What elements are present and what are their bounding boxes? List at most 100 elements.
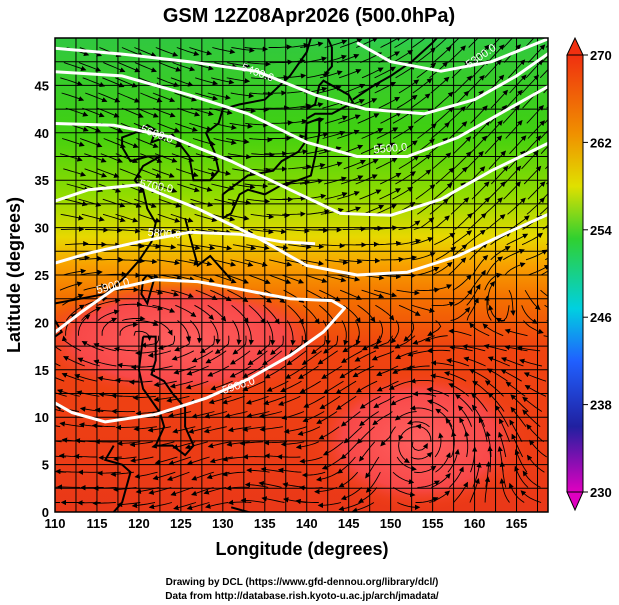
streamline-arrow [93, 485, 117, 491]
streamline-arrow [100, 153, 123, 163]
streamline-arrow [378, 96, 401, 109]
streamline-arrow [62, 293, 84, 306]
streamline-arrow [304, 274, 328, 284]
streamline-arrow [514, 449, 528, 473]
streamline-arrow [318, 146, 342, 155]
streamline-arrow [148, 502, 173, 510]
streamline-arrow [266, 380, 289, 392]
streamline-arrow [258, 411, 283, 419]
streamline-arrow [490, 89, 509, 109]
streamline-arrow [244, 183, 269, 189]
streamline-arrow [153, 228, 177, 235]
streamline-arrow [102, 213, 126, 223]
streamline-arrow [246, 198, 271, 204]
streamline-arrow [434, 232, 456, 246]
streamline-arrow [227, 62, 251, 69]
streamline-arrow [117, 92, 141, 103]
streamline-arrow [396, 289, 420, 296]
streamline-arrow [452, 230, 473, 246]
streamline-arrow [213, 138, 237, 146]
plot-frame [54, 37, 549, 513]
streamline-arrow [189, 47, 213, 56]
streamline-arrow [410, 378, 434, 384]
streamline-arrow [119, 168, 142, 179]
streamline-arrow [435, 452, 451, 473]
streamline-arrow [247, 61, 271, 67]
streamline-arrow [453, 151, 472, 170]
streamline-arrow [511, 433, 524, 458]
streamline-arrow [135, 273, 160, 280]
streamline-arrow [189, 259, 213, 267]
streamline-arrow [280, 441, 305, 447]
streamline-arrow [139, 289, 164, 295]
streamline-arrow [376, 127, 399, 139]
streamline-arrow [227, 198, 252, 206]
streamline-arrow [417, 266, 440, 276]
streamline-arrow [61, 335, 82, 352]
streamline-arrow [78, 198, 102, 207]
y-tick-label: 40 [35, 126, 49, 141]
streamline-arrow [154, 153, 178, 163]
streamline-arrow [55, 468, 79, 475]
streamline-arrow [229, 350, 251, 365]
streamline-arrow [543, 87, 548, 94]
y-tick-label: 45 [35, 78, 49, 93]
streamline-arrow [118, 62, 141, 73]
streamline-arrow [509, 419, 523, 443]
streamline-arrow [191, 274, 215, 283]
streamline-arrow [98, 227, 123, 234]
streamline-arrow [504, 344, 528, 352]
streamline-arrow [424, 335, 448, 342]
streamline-arrow [158, 274, 183, 281]
streamline-arrow [356, 426, 375, 445]
streamline-arrow [317, 502, 342, 508]
streamline-arrow [507, 197, 526, 215]
streamline-arrow [392, 125, 414, 139]
contour-label: 5500.0 [373, 141, 408, 156]
streamline-arrow [61, 138, 85, 147]
streamline-arrow [191, 411, 215, 419]
streamline-arrow [299, 485, 323, 491]
streamline-arrow [261, 496, 285, 503]
streamline-arrow [102, 77, 125, 88]
streamline-arrow [376, 380, 399, 392]
streamline-arrow [186, 365, 209, 376]
streamline-arrow [430, 373, 454, 382]
streamline-arrow [446, 358, 470, 367]
streamline-arrow [526, 424, 544, 443]
streamline-arrow [300, 243, 325, 250]
streamline-arrow [524, 289, 541, 310]
y-tick-label: 15 [35, 363, 49, 378]
streamline-arrow [392, 272, 417, 279]
streamline-arrow [521, 74, 540, 94]
streamline-arrow [390, 395, 413, 406]
streamline-arrow [487, 356, 510, 367]
coastline [55, 319, 64, 338]
streamline-arrow [140, 92, 163, 103]
streamline-arrow [526, 197, 545, 215]
streamline-arrow [430, 360, 455, 367]
streamline-arrow [81, 213, 105, 222]
streamline-arrow [205, 502, 229, 509]
streamline-arrow [457, 405, 473, 427]
streamline-arrow [259, 426, 283, 432]
y-axis-label: Latitude (degrees) [4, 197, 24, 353]
streamline-arrow [195, 153, 219, 162]
credit-drawing: Drawing by DCL (https://www.gfd-dennou.o… [166, 577, 439, 588]
streamline-arrow [393, 255, 418, 261]
streamline-arrow [544, 118, 548, 124]
streamline-arrow [298, 365, 319, 379]
streamline-arrow [121, 315, 146, 322]
streamline-arrow [373, 289, 398, 298]
streamline-arrow [484, 272, 502, 291]
streamline-arrow [356, 257, 381, 264]
streamline-arrow [173, 502, 197, 511]
streamline-arrow [414, 465, 437, 473]
streamline-arrow [247, 350, 268, 366]
streamline-arrow [449, 166, 468, 185]
streamline-arrow [132, 395, 156, 401]
streamline-arrow [190, 107, 214, 117]
streamline-arrow [224, 411, 248, 419]
streamline-arrow [155, 289, 180, 297]
